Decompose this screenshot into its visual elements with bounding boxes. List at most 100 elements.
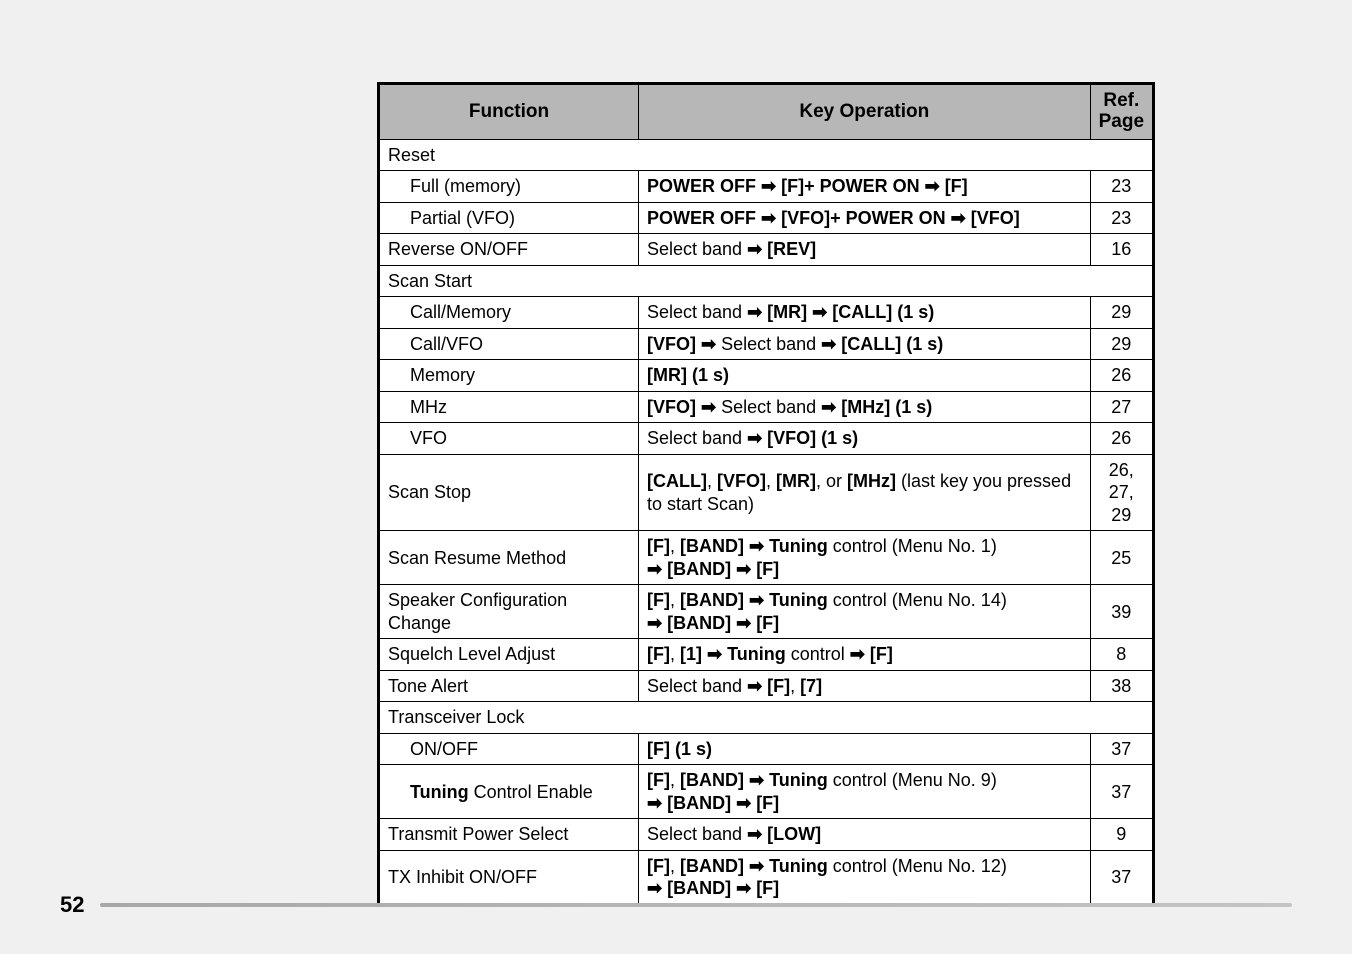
ref-page-cell: 37 xyxy=(1090,765,1153,819)
table-row: Scan Resume Method[F], [BAND] ➡ Tuning c… xyxy=(379,531,1154,585)
arrow-icon: ➡ xyxy=(747,302,762,322)
arrow-icon: ➡ xyxy=(821,397,836,417)
ref-page-cell: 38 xyxy=(1090,670,1153,702)
section-cell: Reset xyxy=(379,139,1154,171)
key-operation-cell: Select band ➡ [MR] ➡ [CALL] (1 s) xyxy=(639,297,1091,329)
arrow-icon: ➡ xyxy=(812,302,827,322)
arrow-icon: ➡ xyxy=(761,208,776,228)
table-row: Memory[MR] (1 s)26 xyxy=(379,360,1154,392)
ref-page-cell: 29 xyxy=(1090,297,1153,329)
function-cell: Scan Resume Method xyxy=(379,531,639,585)
function-cell: Full (memory) xyxy=(379,171,639,203)
arrow-icon: ➡ xyxy=(701,334,716,354)
function-cell: Scan Stop xyxy=(379,454,639,531)
table-row: Transmit Power SelectSelect band ➡ [LOW]… xyxy=(379,819,1154,851)
section-cell: Transceiver Lock xyxy=(379,702,1154,734)
arrow-icon: ➡ xyxy=(747,428,762,448)
page-number: 52 xyxy=(60,892,100,918)
header-key-operation: Key Operation xyxy=(639,84,1091,140)
function-cell: MHz xyxy=(379,391,639,423)
arrow-icon: ➡ xyxy=(821,334,836,354)
table-container: Function Key Operation Ref. Page ResetFu… xyxy=(377,82,1155,907)
function-cell: VFO xyxy=(379,423,639,455)
ref-page-cell: 39 xyxy=(1090,585,1153,639)
header-row: Function Key Operation Ref. Page xyxy=(379,84,1154,140)
table-row: Reset xyxy=(379,139,1154,171)
key-operation-cell: [F], [BAND] ➡ Tuning control (Menu No. 9… xyxy=(639,765,1091,819)
arrow-icon: ➡ xyxy=(647,613,662,633)
table-row: Tone AlertSelect band ➡ [F], [7]38 xyxy=(379,670,1154,702)
arrow-icon: ➡ xyxy=(749,590,764,610)
ref-page-cell: 26 xyxy=(1090,423,1153,455)
header-function: Function xyxy=(379,84,639,140)
arrow-icon: ➡ xyxy=(850,644,865,664)
footer: 52 xyxy=(60,892,1292,918)
table-row: Squelch Level Adjust[F], [1] ➡ Tuning co… xyxy=(379,639,1154,671)
key-operation-cell: [CALL], [VFO], [MR], or [MHz] (last key … xyxy=(639,454,1091,531)
ref-page-cell: 16 xyxy=(1090,234,1153,266)
key-operation-cell: POWER OFF ➡ [VFO]+ POWER ON ➡ [VFO] xyxy=(639,202,1091,234)
ref-page-cell: 23 xyxy=(1090,202,1153,234)
ref-page-cell: 37 xyxy=(1090,733,1153,765)
table-row: Partial (VFO)POWER OFF ➡ [VFO]+ POWER ON… xyxy=(379,202,1154,234)
arrow-icon: ➡ xyxy=(736,559,751,579)
key-operation-cell: [VFO] ➡ Select band ➡ [CALL] (1 s) xyxy=(639,328,1091,360)
key-operation-cell: [F], [BAND] ➡ Tuning control (Menu No. 1… xyxy=(639,585,1091,639)
table-row: Tuning Control Enable[F], [BAND] ➡ Tunin… xyxy=(379,765,1154,819)
ref-page-cell: 9 xyxy=(1090,819,1153,851)
key-operation-cell: Select band ➡ [LOW] xyxy=(639,819,1091,851)
table-body: ResetFull (memory)POWER OFF ➡ [F]+ POWER… xyxy=(379,139,1154,905)
arrow-icon: ➡ xyxy=(736,793,751,813)
table-row: MHz[VFO] ➡ Select band ➡ [MHz] (1 s)27 xyxy=(379,391,1154,423)
function-cell: Squelch Level Adjust xyxy=(379,639,639,671)
arrow-icon: ➡ xyxy=(951,208,966,228)
key-operation-cell: Select band ➡ [F], [7] xyxy=(639,670,1091,702)
function-cell: Reverse ON/OFF xyxy=(379,234,639,266)
key-operation-cell: [F] (1 s) xyxy=(639,733,1091,765)
page: Function Key Operation Ref. Page ResetFu… xyxy=(0,0,1352,954)
table-row: Call/MemorySelect band ➡ [MR] ➡ [CALL] (… xyxy=(379,297,1154,329)
table-row: Scan Start xyxy=(379,265,1154,297)
table-row: VFOSelect band ➡ [VFO] (1 s)26 xyxy=(379,423,1154,455)
key-operation-cell: [F], [1] ➡ Tuning control ➡ [F] xyxy=(639,639,1091,671)
arrow-icon: ➡ xyxy=(925,176,940,196)
arrow-icon: ➡ xyxy=(749,856,764,876)
ref-page-cell: 8 xyxy=(1090,639,1153,671)
table-row: Speaker ConfigurationChange[F], [BAND] ➡… xyxy=(379,585,1154,639)
header-ref-page: Ref. Page xyxy=(1090,84,1153,140)
arrow-icon: ➡ xyxy=(647,559,662,579)
ref-page-cell: 29 xyxy=(1090,328,1153,360)
arrow-icon: ➡ xyxy=(701,397,716,417)
function-cell: Partial (VFO) xyxy=(379,202,639,234)
table-row: Call/VFO[VFO] ➡ Select band ➡ [CALL] (1 … xyxy=(379,328,1154,360)
function-cell: Tuning Control Enable xyxy=(379,765,639,819)
arrow-icon: ➡ xyxy=(747,239,762,259)
key-operation-cell: [F], [BAND] ➡ Tuning control (Menu No. 1… xyxy=(639,531,1091,585)
function-cell: Transmit Power Select xyxy=(379,819,639,851)
table-row: Transceiver Lock xyxy=(379,702,1154,734)
ref-page-cell: 27 xyxy=(1090,391,1153,423)
key-operation-cell: Select band ➡ [REV] xyxy=(639,234,1091,266)
section-cell: Scan Start xyxy=(379,265,1154,297)
reference-table: Function Key Operation Ref. Page ResetFu… xyxy=(377,82,1155,907)
arrow-icon: ➡ xyxy=(707,644,722,664)
arrow-icon: ➡ xyxy=(761,176,776,196)
arrow-icon: ➡ xyxy=(647,793,662,813)
table-row: Reverse ON/OFFSelect band ➡ [REV]16 xyxy=(379,234,1154,266)
ref-page-cell: 25 xyxy=(1090,531,1153,585)
arrow-icon: ➡ xyxy=(749,770,764,790)
ref-page-cell: 26 xyxy=(1090,360,1153,392)
footer-rule xyxy=(100,903,1292,907)
function-cell: ON/OFF xyxy=(379,733,639,765)
table-row: ON/OFF[F] (1 s)37 xyxy=(379,733,1154,765)
ref-page-cell: 26, 27, 29 xyxy=(1090,454,1153,531)
function-cell: Call/Memory xyxy=(379,297,639,329)
function-cell: Speaker ConfigurationChange xyxy=(379,585,639,639)
function-cell: Memory xyxy=(379,360,639,392)
table-row: Full (memory)POWER OFF ➡ [F]+ POWER ON ➡… xyxy=(379,171,1154,203)
function-cell: Call/VFO xyxy=(379,328,639,360)
key-operation-cell: Select band ➡ [VFO] (1 s) xyxy=(639,423,1091,455)
key-operation-cell: POWER OFF ➡ [F]+ POWER ON ➡ [F] xyxy=(639,171,1091,203)
key-operation-cell: [VFO] ➡ Select band ➡ [MHz] (1 s) xyxy=(639,391,1091,423)
function-cell: Tone Alert xyxy=(379,670,639,702)
